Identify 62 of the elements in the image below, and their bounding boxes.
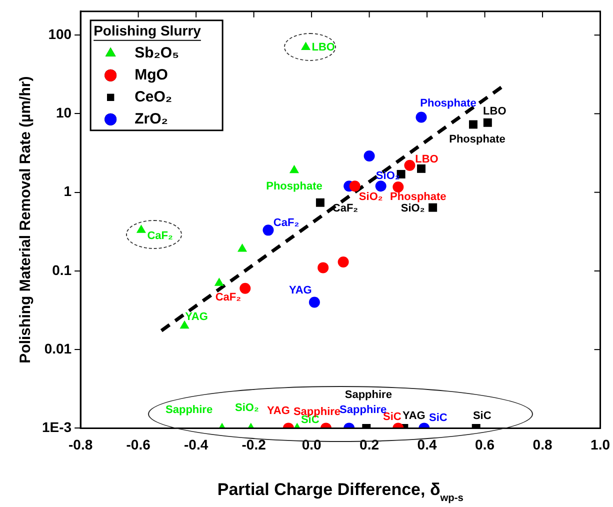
point <box>214 278 224 286</box>
annotation: YAG <box>402 410 426 422</box>
point <box>417 164 426 173</box>
legend-title: Polishing Slurry <box>94 22 202 38</box>
annotation: SiC <box>428 412 448 424</box>
y-tick-label: 0.1 <box>52 262 72 278</box>
point <box>416 112 427 123</box>
legend-label: Sb₂O₅ <box>134 44 180 62</box>
annotation: SiO₂ <box>358 191 383 204</box>
point <box>289 164 299 174</box>
legend-label: CeO₂ <box>134 88 172 106</box>
point <box>375 180 386 192</box>
point <box>240 282 251 294</box>
x-tick-label: -0.6 <box>126 436 151 452</box>
point <box>483 118 492 127</box>
point <box>404 160 416 171</box>
point <box>136 224 146 233</box>
y-tick-label: 10 <box>56 104 72 121</box>
y-tick-label: 1E-3 <box>42 419 72 436</box>
annotation: YAG <box>185 310 208 323</box>
annotation: CaF₂ <box>215 291 242 304</box>
annotation: CaF₂ <box>147 230 173 242</box>
legend-label: MgO <box>134 66 168 84</box>
annotation: SiO₂ <box>400 202 425 215</box>
annotation: Phosphate <box>266 180 322 192</box>
annotation: Sapphire <box>344 389 392 402</box>
annotation: LBO <box>312 41 336 54</box>
x-tick-label: -0.2 <box>242 436 266 452</box>
x-tick-label: 0.4 <box>417 436 437 452</box>
annotation: Sapphire <box>166 404 213 416</box>
annotation: Phosphate <box>449 133 506 146</box>
point <box>316 198 324 207</box>
x-tick-label: -0.4 <box>184 436 208 452</box>
point <box>349 180 360 192</box>
point <box>428 203 438 212</box>
annotation: YAG <box>289 284 312 296</box>
point <box>308 296 320 308</box>
point <box>392 181 404 192</box>
x-tick-label: 0.8 <box>532 436 552 452</box>
point <box>468 120 478 129</box>
annotation: SiC <box>472 410 492 422</box>
point <box>180 320 190 329</box>
point <box>338 256 349 268</box>
legend-label: ZrO₂ <box>134 110 168 128</box>
annotation: LBO <box>415 153 439 166</box>
annotation: YAG <box>267 405 290 418</box>
annotation: CaF₂ <box>273 217 300 230</box>
point <box>318 262 329 274</box>
point <box>262 224 274 236</box>
annotation: LBO <box>483 106 507 118</box>
annotation: Phosphate <box>420 97 476 110</box>
annotation: Phosphate <box>390 190 446 203</box>
y-axis-title: Polishing Material Removal Rate (µm/hr) <box>17 76 34 364</box>
point <box>237 244 248 252</box>
point <box>364 150 375 162</box>
x-tick-label: 0.6 <box>475 436 495 452</box>
y-tick-label: 100 <box>48 26 72 42</box>
x-tick-label: -0.8 <box>68 436 93 452</box>
x-tick-label: 1.0 <box>590 436 610 452</box>
annotation: SiO₂ <box>234 402 259 414</box>
y-tick-label: 1 <box>64 183 72 200</box>
y-tick-label: 0.01 <box>44 340 72 356</box>
